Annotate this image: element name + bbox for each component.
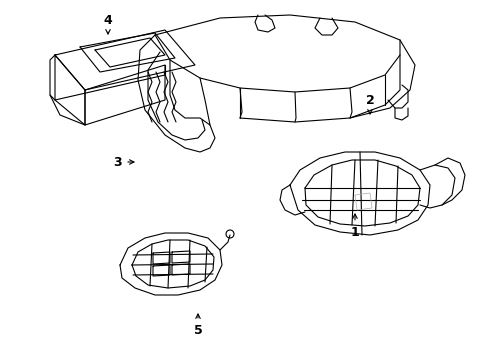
- Text: 4: 4: [103, 13, 112, 34]
- Text: 2: 2: [365, 94, 374, 114]
- Text: 1: 1: [350, 214, 359, 238]
- Text: 5: 5: [193, 314, 202, 337]
- Text: 3: 3: [113, 156, 134, 168]
